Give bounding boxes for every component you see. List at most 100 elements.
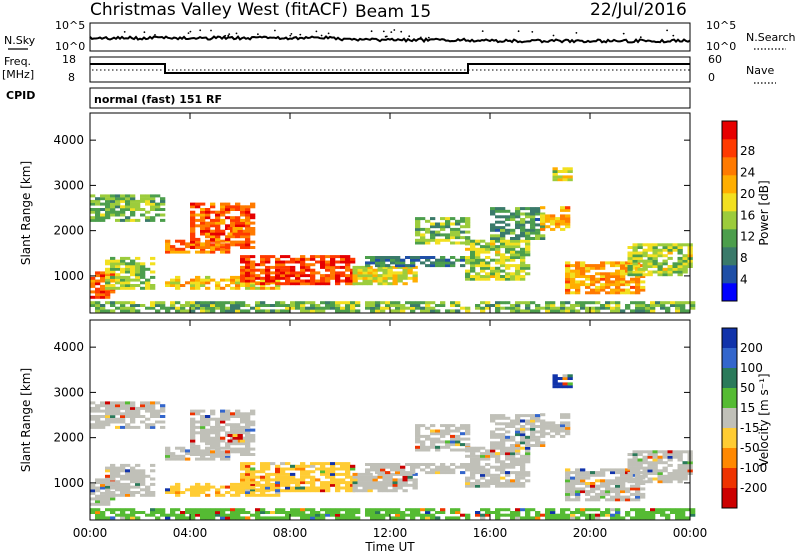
power-cell bbox=[290, 268, 296, 272]
velocity-cell bbox=[185, 508, 191, 512]
power-cell bbox=[235, 304, 241, 307]
velocity-cell bbox=[120, 425, 126, 429]
power-cell bbox=[95, 202, 101, 206]
power-cell bbox=[535, 212, 541, 216]
power-cell bbox=[480, 250, 486, 254]
power-cell bbox=[605, 272, 611, 276]
nsky-dot bbox=[224, 34, 227, 37]
velocity-cell bbox=[335, 481, 341, 485]
power-cell bbox=[235, 278, 241, 282]
velocity-cell bbox=[130, 477, 136, 481]
power-cell bbox=[485, 250, 491, 254]
power-cell bbox=[215, 210, 221, 214]
velocity-cell bbox=[140, 415, 146, 418]
velocity-cell bbox=[235, 493, 241, 497]
velocity-cell bbox=[435, 468, 441, 472]
power-cell bbox=[377, 274, 383, 278]
power-cell bbox=[632, 256, 638, 260]
velocity-cell bbox=[520, 508, 526, 512]
velocity-cell bbox=[480, 508, 486, 512]
power-cell bbox=[420, 306, 426, 310]
power-cell bbox=[250, 281, 256, 285]
velocity-cell bbox=[632, 469, 638, 473]
velocity-cell bbox=[460, 448, 466, 452]
velocity-cell bbox=[250, 481, 256, 485]
velocity-cell bbox=[637, 450, 643, 454]
velocity-cell bbox=[395, 513, 401, 517]
power-cell bbox=[530, 226, 536, 230]
power-cell bbox=[500, 237, 506, 240]
velocity-cell bbox=[340, 486, 346, 490]
power-cell bbox=[110, 278, 116, 282]
power-cell bbox=[350, 301, 356, 305]
power-cell bbox=[352, 268, 358, 272]
power-cell bbox=[495, 266, 501, 270]
velocity-cell bbox=[180, 449, 186, 453]
velocity-cell bbox=[352, 478, 358, 482]
power-cell bbox=[395, 256, 401, 259]
power-cell bbox=[362, 274, 368, 278]
velocity-cell bbox=[505, 425, 511, 428]
velocity-cell bbox=[525, 508, 531, 512]
power-cell bbox=[130, 301, 136, 305]
velocity-cell bbox=[90, 508, 96, 512]
power-cell bbox=[470, 277, 476, 281]
velocity-cell bbox=[245, 453, 251, 456]
velocity-cell bbox=[510, 471, 516, 475]
velocity-cell bbox=[510, 463, 516, 466]
velocity-cell bbox=[392, 478, 398, 482]
power-cell bbox=[505, 272, 511, 276]
velocity-cell bbox=[485, 457, 491, 461]
power-cell bbox=[215, 237, 221, 241]
velocity-cell bbox=[677, 455, 683, 459]
power-cell bbox=[637, 270, 643, 274]
velocity-cell bbox=[672, 453, 678, 456]
velocity-cell bbox=[235, 513, 241, 517]
velocity-cell bbox=[595, 516, 601, 520]
power-cell bbox=[227, 227, 233, 230]
velocity-cell bbox=[140, 401, 146, 405]
velocity-cell bbox=[115, 469, 121, 473]
velocity-cell bbox=[370, 511, 376, 514]
power-cell bbox=[540, 226, 546, 230]
power-cell bbox=[535, 306, 541, 310]
power-cell bbox=[130, 218, 136, 222]
power-cell bbox=[245, 260, 251, 264]
power-cell bbox=[210, 221, 216, 225]
power-cell bbox=[685, 309, 691, 313]
power-cell bbox=[270, 276, 276, 280]
velocity-cell bbox=[90, 486, 96, 490]
velocity-cell bbox=[190, 425, 196, 429]
power-cell bbox=[540, 222, 546, 226]
velocity-cell bbox=[425, 465, 431, 469]
power-cell bbox=[495, 247, 501, 251]
power-cell bbox=[215, 229, 221, 233]
power-cell bbox=[120, 210, 126, 214]
power-cell bbox=[667, 265, 673, 268]
power-cell bbox=[620, 272, 626, 276]
velocity-cell bbox=[100, 513, 106, 517]
power-cell bbox=[495, 309, 501, 313]
power-cell bbox=[520, 234, 526, 238]
velocity-cell bbox=[315, 486, 321, 490]
velocity-cell bbox=[635, 487, 641, 491]
power-cell bbox=[465, 256, 471, 259]
power-cell bbox=[632, 251, 638, 255]
velocity-cell bbox=[210, 446, 216, 450]
velocity-cell bbox=[475, 457, 481, 461]
velocity-cell bbox=[240, 475, 246, 479]
power-cell bbox=[95, 279, 101, 283]
velocity-cell bbox=[515, 449, 521, 453]
power-cell bbox=[190, 309, 196, 313]
velocity-cell bbox=[672, 474, 678, 478]
velocity-cell bbox=[250, 470, 256, 474]
velocity-cell bbox=[525, 414, 531, 418]
power-cell bbox=[510, 250, 516, 254]
power-cell bbox=[362, 268, 368, 272]
velocity-cell bbox=[105, 477, 111, 481]
power-cell bbox=[215, 304, 221, 307]
power-cell bbox=[170, 245, 176, 249]
power-cell bbox=[485, 301, 491, 305]
power-cell bbox=[525, 272, 531, 276]
power-cell bbox=[445, 236, 451, 240]
